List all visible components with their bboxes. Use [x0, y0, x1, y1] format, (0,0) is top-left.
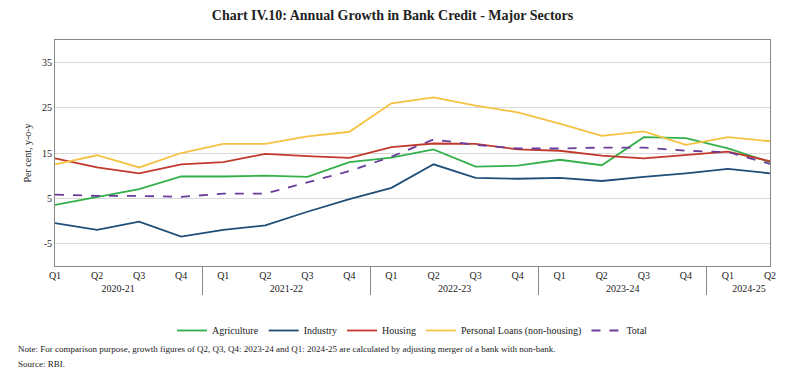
svg-text:Source: RBI.: Source: RBI. [18, 359, 65, 369]
svg-text:Q2: Q2 [259, 270, 271, 281]
svg-text:Q1: Q1 [49, 270, 61, 281]
svg-text:2020-21: 2020-21 [101, 283, 134, 294]
svg-text:2021-22: 2021-22 [270, 283, 303, 294]
svg-text:Q3: Q3 [638, 270, 650, 281]
svg-text:Q2: Q2 [427, 270, 439, 281]
svg-text:Agriculture: Agriculture [212, 325, 259, 336]
svg-text:Note: For comparison purpose,: Note: For comparison purpose, growth fig… [18, 344, 555, 354]
svg-text:Per cent, y-o-y: Per cent, y-o-y [22, 123, 33, 182]
svg-text:Q4: Q4 [512, 270, 524, 281]
svg-text:Q3: Q3 [301, 270, 313, 281]
svg-text:Q3: Q3 [469, 270, 481, 281]
svg-text:Total: Total [626, 325, 647, 336]
svg-text:2022-23: 2022-23 [438, 283, 471, 294]
svg-text:Q4: Q4 [680, 270, 692, 281]
svg-text:2024-25: 2024-25 [732, 283, 765, 294]
svg-text:Q1: Q1 [217, 270, 229, 281]
svg-text:Housing: Housing [382, 325, 416, 336]
svg-text:35: 35 [42, 57, 52, 68]
svg-text:Chart IV.10: Annual Growth in: Chart IV.10: Annual Growth in Bank Credi… [212, 8, 574, 23]
svg-text:Q4: Q4 [343, 270, 355, 281]
svg-text:25: 25 [42, 102, 52, 113]
svg-text:Q4: Q4 [175, 270, 187, 281]
svg-text:Q2: Q2 [91, 270, 103, 281]
svg-text:-5: -5 [44, 238, 52, 249]
svg-text:Personal Loans (non-housing): Personal Loans (non-housing) [461, 325, 582, 337]
svg-text:Q1: Q1 [385, 270, 397, 281]
svg-text:Q1: Q1 [722, 270, 734, 281]
svg-text:Industry: Industry [304, 325, 337, 336]
svg-text:Q2: Q2 [764, 270, 776, 281]
svg-text:Q3: Q3 [133, 270, 145, 281]
svg-text:2023-24: 2023-24 [606, 283, 639, 294]
svg-text:15: 15 [42, 148, 52, 159]
svg-text:5: 5 [47, 193, 52, 204]
svg-text:Q1: Q1 [554, 270, 566, 281]
svg-text:Q2: Q2 [596, 270, 608, 281]
